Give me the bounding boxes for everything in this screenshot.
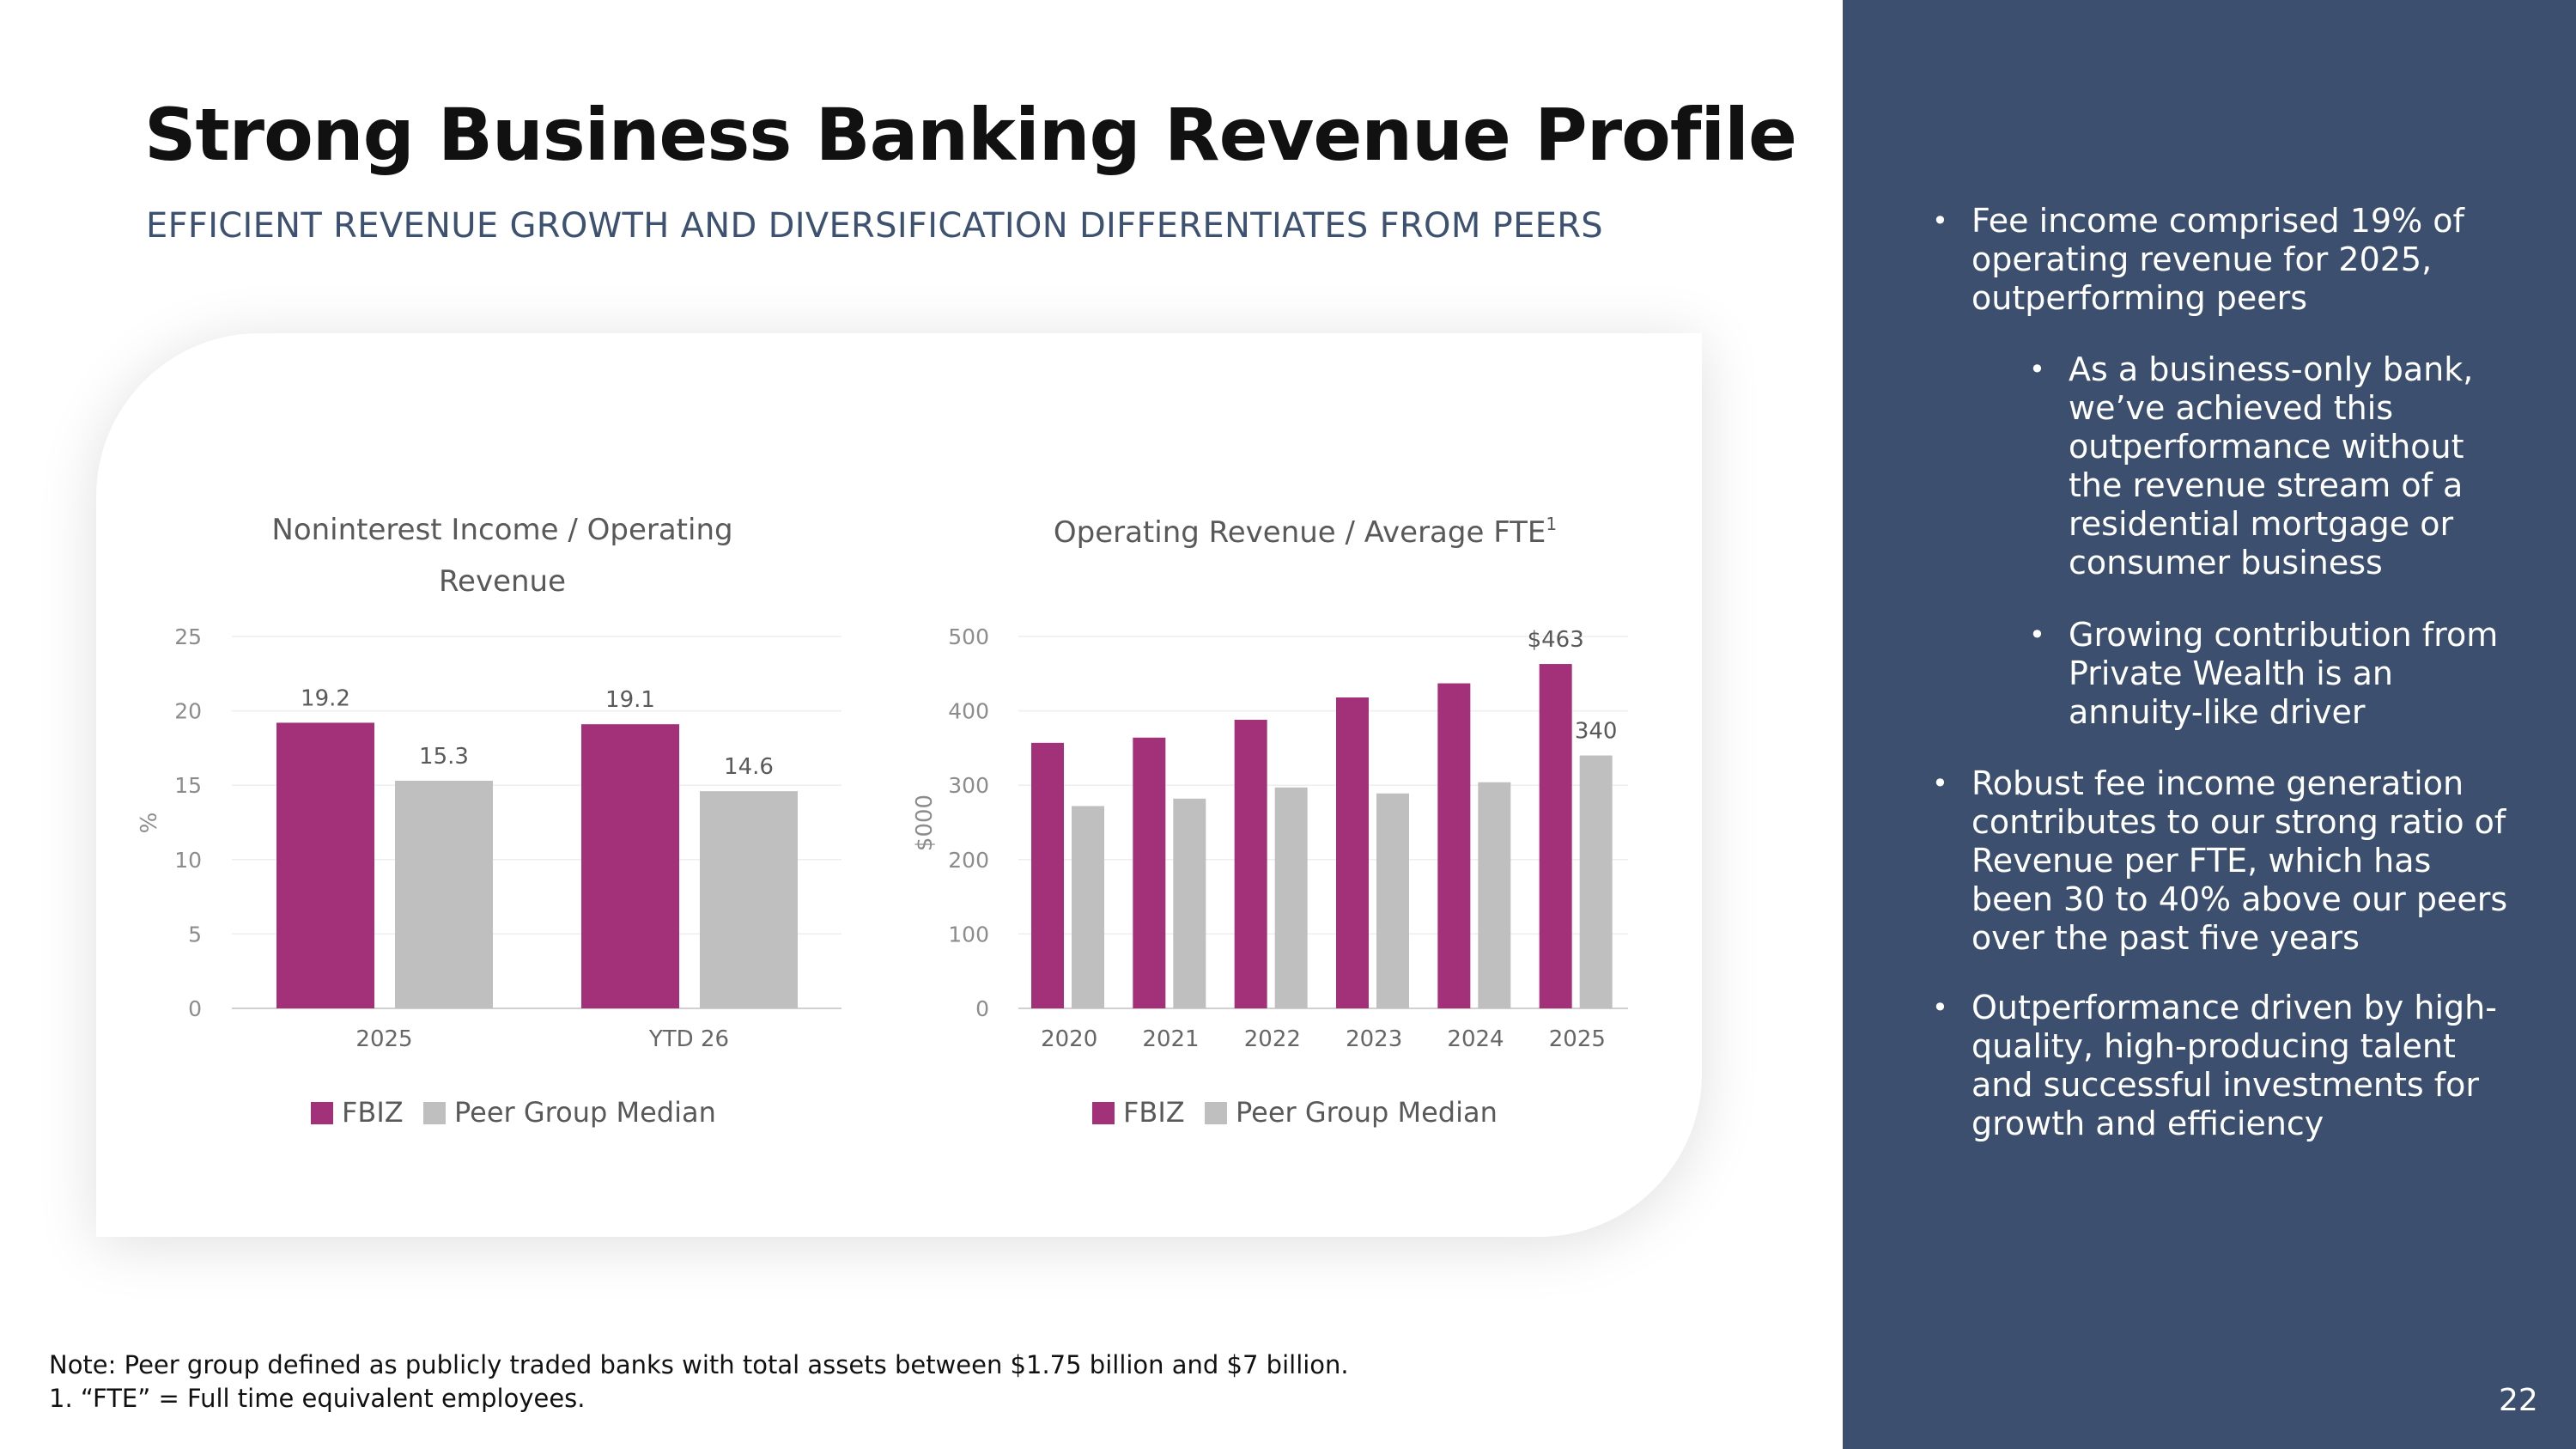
footnote-line: Note: Peer group defined as publicly tra… [49, 1350, 1349, 1379]
bullet-text-line: outperforming peers [1971, 279, 2308, 317]
data-label: $463 [1528, 627, 1584, 653]
bar-fbiz [581, 724, 679, 1008]
bullet-text-line: Private Wealth is an [2069, 654, 2393, 692]
bullet-text-line: and successful investments for [1971, 1066, 2480, 1104]
legend-label: Peer Group Median [1236, 1096, 1498, 1129]
bullet-text-line: operating revenue for 2025, [1971, 240, 2433, 278]
x-tick-label: 2020 [1041, 1026, 1097, 1052]
bullet-text-line: Revenue per FTE, which has [1971, 842, 2432, 880]
bullet-text-line: Growing contribution from [2069, 616, 2499, 654]
bar-peer-median [1274, 787, 1308, 1008]
sidebar-bullet: • Growing contribution from Private Wealth… [2029, 616, 2499, 732]
charts-canvas: Noninterest Income / Operating Revenue 0 5 1… [137, 513, 1628, 1129]
bar-fbiz [1336, 697, 1369, 1008]
bullet-text-line: growth and efficiency [1971, 1105, 2324, 1142]
bar-fbiz [1539, 664, 1572, 1008]
chart-title: Operating Revenue / Average FTE1 [1054, 514, 1557, 550]
x-tick-label: 2022 [1244, 1026, 1301, 1052]
x-tick-label: YTD 26 [648, 1026, 729, 1052]
sidebar-panel [1843, 0, 2576, 1449]
bar-fbiz [276, 722, 374, 1008]
bullet-dot-icon: • [2029, 618, 2045, 651]
y-tick-label: 300 [948, 773, 989, 798]
footnote-line: 1. “FTE” = Full time equivalent employee… [49, 1384, 586, 1413]
bullet-text-line: annuity-like driver [2069, 693, 2366, 731]
sidebar-bullet: • Robust fee income generation contributes… [1932, 764, 2508, 958]
x-tick-label: 2021 [1142, 1026, 1199, 1052]
bar-peer-median [1478, 782, 1511, 1008]
bullet-text-line: quality, high-producing talent [1971, 1027, 2456, 1065]
legend-label: FBIZ [1123, 1096, 1185, 1129]
sidebar-bullet: • Fee income comprised 19% of operating re… [1932, 202, 2464, 318]
bullet-text-line: outperformance without [2069, 428, 2464, 466]
bar-fbiz [1133, 737, 1166, 1008]
data-label: 19.1 [605, 687, 655, 713]
sidebar-bullets: • Fee income comprised 19% of operating re… [1843, 0, 2576, 1449]
bullet-text-line: been 30 to 40% above our peers [1971, 880, 2508, 918]
bar-fbiz [1234, 719, 1267, 1008]
y-tick-label: 10 [174, 848, 202, 873]
bullet-text-line: over the past five years [1971, 919, 2360, 957]
bullet-text-line: Fee income comprised 19% of [1971, 202, 2464, 240]
y-tick-label: 20 [174, 699, 202, 724]
y-tick-label: 0 [188, 996, 202, 1021]
legend-label: FBIZ [342, 1096, 404, 1129]
legend-swatch-fbiz [311, 1102, 333, 1124]
chart-title: Revenue [439, 564, 566, 599]
bullet-text-line: contributes to our strong ratio of [1971, 803, 2506, 841]
y-tick-label: 200 [948, 848, 989, 873]
sidebar-bullet: • As a business-only bank, we’ve achieved … [2029, 350, 2474, 582]
bullet-text-line: residential mortgage or [2069, 505, 2454, 543]
y-tick-label: 5 [188, 922, 202, 947]
bullet-text-line: As a business-only bank, [2069, 350, 2474, 388]
y-tick-label: 15 [174, 773, 202, 798]
data-label: 15.3 [419, 744, 469, 770]
footnote: Note: Peer group defined as publicly tra… [49, 1349, 1349, 1416]
legend-swatch-fbiz [1092, 1102, 1115, 1124]
bar-peer-median [1579, 755, 1613, 1008]
slide-subtitle: EFFICIENT REVENUE GROWTH AND DIVERSIFICA… [146, 206, 1603, 246]
bar-fbiz [1031, 742, 1064, 1008]
bullet-dot-icon: • [1932, 991, 1948, 1024]
x-tick-label: 2025 [355, 1026, 412, 1052]
page-number: 22 [2499, 1383, 2538, 1418]
sidebar-bullet: • Outperformance driven by high-quality, … [1932, 989, 2497, 1143]
bullet-text-line: Robust fee income generation [1971, 764, 2464, 802]
bar-peer-median [1072, 806, 1104, 1008]
chart-title: Noninterest Income / Operating [271, 513, 732, 547]
bullet-text-line: Outperformance driven by high- [1971, 989, 2497, 1026]
y-tick-label: 100 [948, 922, 989, 947]
y-tick-label: 25 [174, 624, 202, 649]
x-tick-label: 2023 [1346, 1026, 1402, 1052]
bar-peer-median [1376, 793, 1409, 1008]
bullet-text-line: we’ve achieved this [2069, 389, 2394, 427]
bar-peer-median [1173, 798, 1206, 1008]
bullet-text-line: the revenue stream of a [2069, 466, 2464, 504]
x-tick-label: 2024 [1447, 1026, 1504, 1052]
footnote-marker: 1 [1546, 514, 1557, 534]
y-axis-label: $000 [912, 795, 938, 851]
bar-peer-median [700, 791, 798, 1008]
y-tick-label: 400 [948, 699, 989, 724]
bullet-text-line: consumer business [2069, 544, 2383, 581]
y-tick-label: 500 [948, 624, 989, 649]
y-tick-label: 0 [975, 996, 989, 1021]
y-axis-label: % [137, 813, 162, 834]
data-label: 340 [1575, 719, 1618, 745]
data-label: 14.6 [724, 754, 774, 780]
bar-fbiz [1437, 683, 1471, 1008]
legend-swatch-peer [423, 1102, 446, 1124]
x-tick-label: 2025 [1549, 1026, 1606, 1052]
bullet-dot-icon: • [1932, 204, 1948, 237]
legend-label: Peer Group Median [454, 1096, 716, 1129]
bullet-dot-icon: • [1932, 767, 1948, 800]
bar-peer-median [395, 781, 493, 1008]
legend-swatch-peer [1205, 1102, 1227, 1124]
slide-title: Strong Business Banking Revenue Profile [144, 93, 1797, 177]
data-label: 19.2 [301, 685, 350, 711]
bullet-dot-icon: • [2029, 353, 2045, 386]
